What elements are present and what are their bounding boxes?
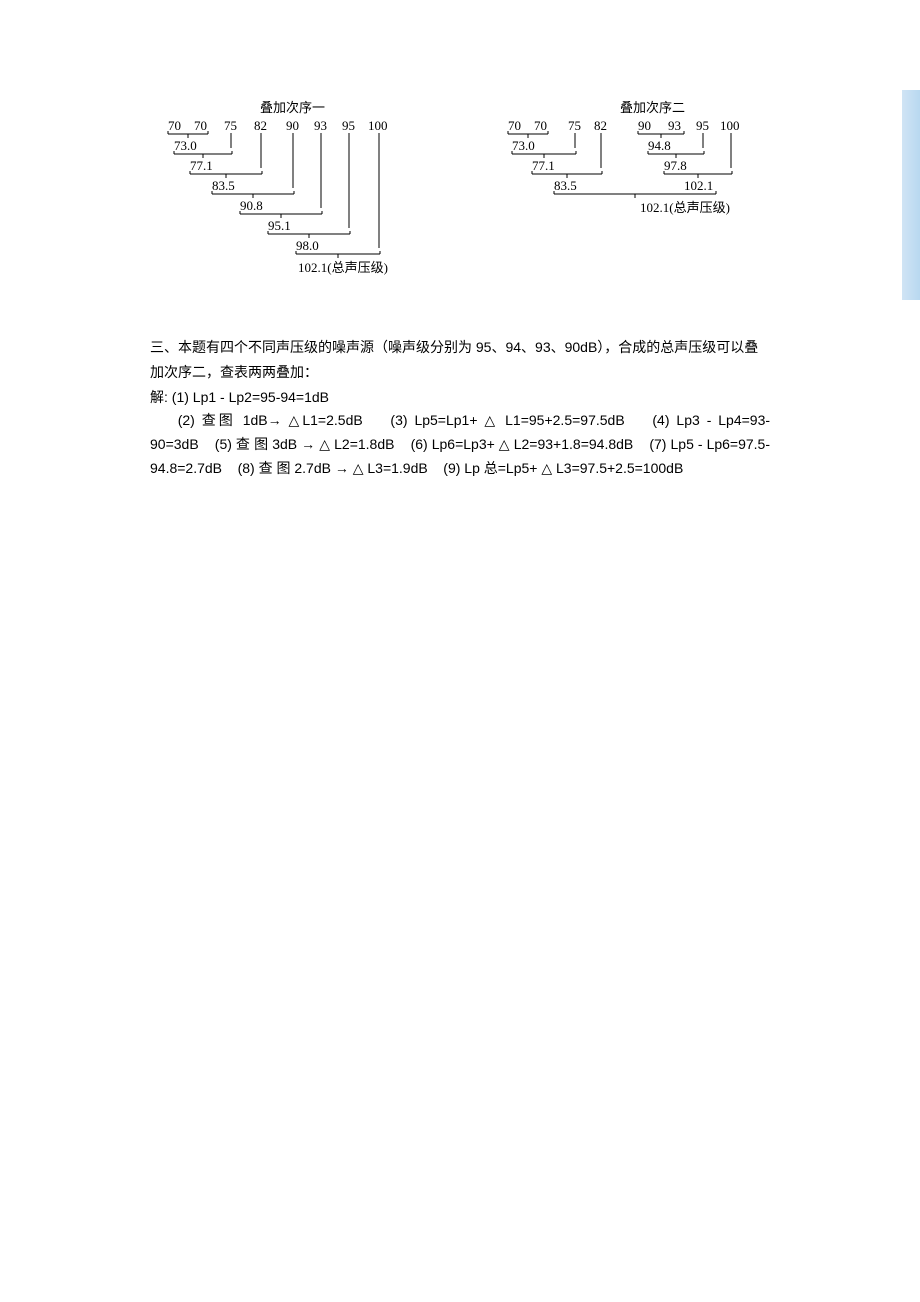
step-9: (9) Lp 总=Lp5+ △ L3=97.5+2.5=100dB (443, 460, 683, 476)
d2-final: 102.1(总声压级) (640, 200, 730, 215)
d1-v5: 93 (314, 118, 327, 133)
d1-v1: 70 (194, 118, 207, 133)
diagram2-svg: 叠加次序二 70 70 75 82 90 93 95 100 73.0 (490, 100, 770, 260)
d2-title: 叠加次序二 (620, 100, 685, 115)
d1-v6: 95 (342, 118, 355, 133)
d2-l2: 83.5 (554, 178, 577, 193)
step-1: (1) Lp1 - Lp2=95-94=1dB (172, 389, 329, 405)
diagram-sequence-2: 叠加次序二 70 70 75 82 90 93 95 100 73.0 (490, 100, 770, 305)
d1-v7: 100 (368, 118, 388, 133)
solution-block: 解: (1) Lp1 - Lp2=95-94=1dB (2) 查图 1dB→ △… (150, 386, 770, 481)
d1-v3: 82 (254, 118, 267, 133)
d1-s3: 90.8 (240, 198, 263, 213)
d1-v2: 75 (224, 118, 237, 133)
d2-r2: 102.1 (684, 178, 713, 193)
d1-v0: 70 (168, 118, 181, 133)
d2-r1: 97.8 (664, 158, 687, 173)
d2-v6: 95 (696, 118, 709, 133)
sol-label: 解: (150, 389, 172, 405)
step-5: (5) 查 图 3dB → △ L2=1.8dB (215, 436, 395, 452)
d1-s0: 73.0 (174, 138, 197, 153)
problem-intro: 三、本题有四个不同声压级的噪声源（噪声级分别为 95、94、93、90dB），合… (150, 335, 770, 385)
step-2: (2) 查图 1dB→ △L1=2.5dB (178, 412, 363, 428)
step-6: (6) Lp6=Lp3+ △ L2=93+1.8=94.8dB (411, 436, 634, 452)
d2-v3: 82 (594, 118, 607, 133)
d2-v5: 93 (668, 118, 681, 133)
step-3: (3) Lp5=Lp1+ △ L1=95+2.5=97.5dB (390, 412, 624, 428)
d1-s6: 102.1(总声压级) (298, 260, 388, 275)
d2-l1: 77.1 (532, 158, 555, 173)
d2-v1: 70 (534, 118, 547, 133)
step-8: (8) 查 图 2.7dB → △ L3=1.9dB (238, 460, 428, 476)
d1-v4: 90 (286, 118, 299, 133)
diagram-sequence-1: 叠加次序一 70 70 75 82 90 93 95 100 73.0 (150, 100, 410, 305)
d2-v7: 100 (720, 118, 740, 133)
d2-v0: 70 (508, 118, 521, 133)
d1-s1: 77.1 (190, 158, 213, 173)
d2-v2: 75 (568, 118, 581, 133)
d2-v4: 90 (638, 118, 651, 133)
d1-s2: 83.5 (212, 178, 235, 193)
d1-title: 叠加次序一 (260, 100, 325, 115)
d2-l0: 73.0 (512, 138, 535, 153)
scroll-edge (902, 90, 920, 300)
d1-s5: 98.0 (296, 238, 319, 253)
diagrams-container: 叠加次序一 70 70 75 82 90 93 95 100 73.0 (150, 100, 770, 305)
d1-s4: 95.1 (268, 218, 291, 233)
d2-r0: 94.8 (648, 138, 671, 153)
diagram1-svg: 叠加次序一 70 70 75 82 90 93 95 100 73.0 (150, 100, 410, 300)
